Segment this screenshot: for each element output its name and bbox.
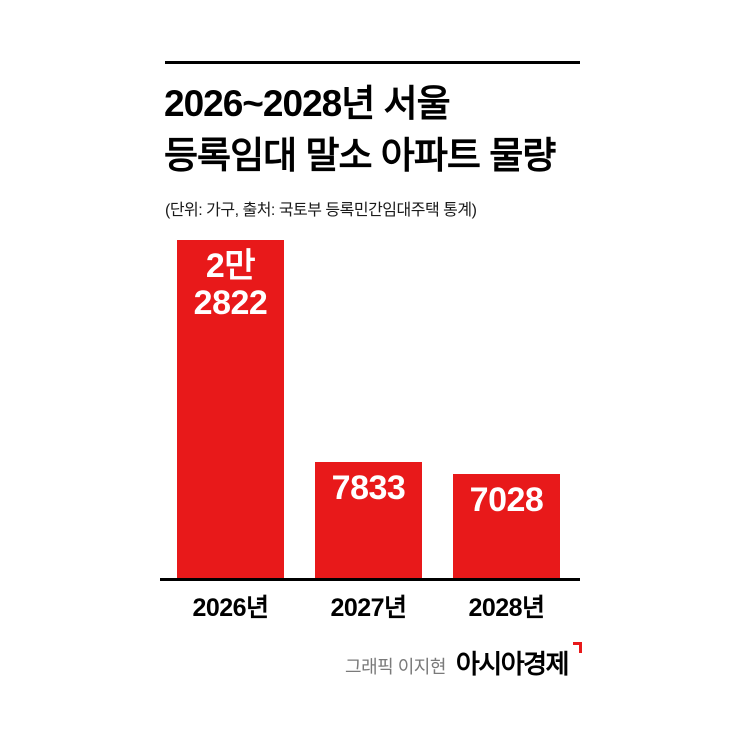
- bar-value-label: 7028: [469, 481, 544, 519]
- chart-title-line2: 등록임대 말소 아파트 물량: [164, 135, 556, 176]
- credit-line: 그래픽 이지현 아시아경제: [345, 642, 582, 681]
- bar-2028년: 7028: [453, 474, 560, 578]
- bar-value-label: 2만 2822: [193, 247, 268, 323]
- chart-title-line1: 2026~2028년 서울: [164, 83, 451, 124]
- brand-mark-icon: [573, 642, 582, 653]
- bar-2026년: 2만 2822: [177, 240, 284, 578]
- x-axis-line: [160, 578, 580, 581]
- x-axis-label-2027년: 2027년: [330, 594, 407, 622]
- brand-logo: 아시아경제: [455, 642, 582, 681]
- chart-subtitle: (단위: 가구, 출처: 국토부 등록민간임대주택 통계): [165, 202, 477, 219]
- brand-logo-text: 아시아경제: [455, 649, 570, 679]
- x-axis-labels: 2026년 2027년 2028년: [160, 588, 580, 624]
- credit-text: 그래픽 이지현: [345, 657, 446, 677]
- bar-chart: 2만 2822 7833 7028: [160, 240, 580, 581]
- bar-value-label: 7833: [331, 469, 406, 507]
- bars-area: 2만 2822 7833 7028: [160, 240, 580, 578]
- title-divider: [165, 61, 580, 64]
- bar-2027년: 7833: [315, 462, 422, 578]
- x-axis-label-2028년: 2028년: [468, 594, 545, 622]
- x-axis-label-2026년: 2026년: [192, 594, 269, 622]
